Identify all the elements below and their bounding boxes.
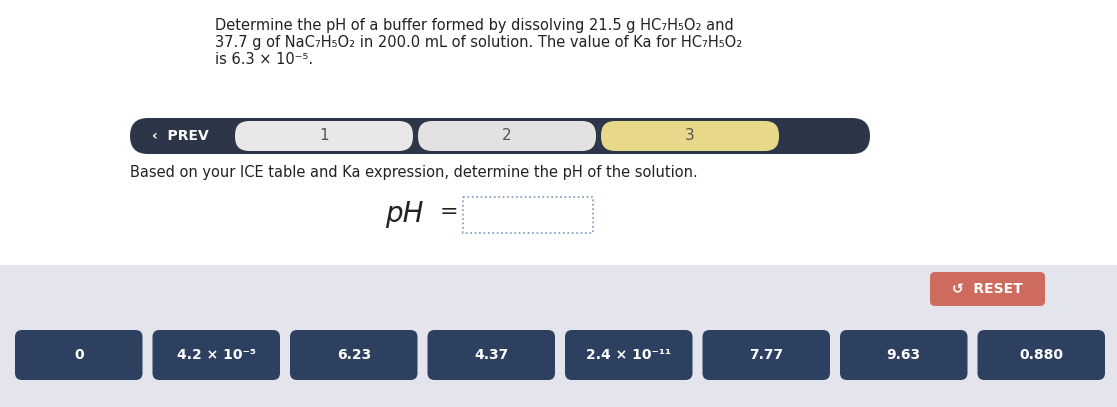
- Text: 2: 2: [503, 129, 512, 144]
- FancyBboxPatch shape: [930, 272, 1046, 306]
- Text: 7.77: 7.77: [750, 348, 783, 362]
- Text: 4.2 × 10⁻⁵: 4.2 × 10⁻⁵: [176, 348, 256, 362]
- Text: 0.880: 0.880: [1019, 348, 1063, 362]
- Text: is 6.3 × 10⁻⁵.: is 6.3 × 10⁻⁵.: [214, 52, 313, 67]
- Text: 0: 0: [74, 348, 84, 362]
- FancyBboxPatch shape: [290, 330, 418, 380]
- Text: 37.7 g of NaC₇H₅O₂ in 200.0 mL of solution. The value of Ka for HC₇H₅O₂: 37.7 g of NaC₇H₅O₂ in 200.0 mL of soluti…: [214, 35, 743, 50]
- FancyBboxPatch shape: [840, 330, 967, 380]
- Text: pH: pH: [385, 200, 423, 228]
- Text: Determine the pH of a buffer formed by dissolving 21.5 g HC₇H₅O₂ and: Determine the pH of a buffer formed by d…: [214, 18, 734, 33]
- Text: 1: 1: [319, 129, 328, 144]
- Text: 4.37: 4.37: [474, 348, 508, 362]
- FancyBboxPatch shape: [565, 330, 693, 380]
- FancyBboxPatch shape: [130, 118, 870, 154]
- FancyBboxPatch shape: [977, 330, 1105, 380]
- Text: =: =: [440, 202, 459, 222]
- FancyBboxPatch shape: [703, 330, 830, 380]
- FancyBboxPatch shape: [235, 121, 413, 151]
- Text: 6.23: 6.23: [336, 348, 371, 362]
- Bar: [0, 0, 1117, 265]
- Text: 3: 3: [685, 129, 695, 144]
- Text: Based on your ICE table and Ka expression, determine the pH of the solution.: Based on your ICE table and Ka expressio…: [130, 165, 698, 180]
- FancyBboxPatch shape: [464, 197, 593, 233]
- FancyBboxPatch shape: [418, 121, 596, 151]
- Text: 9.63: 9.63: [887, 348, 920, 362]
- Text: 2.4 × 10⁻¹¹: 2.4 × 10⁻¹¹: [586, 348, 671, 362]
- FancyBboxPatch shape: [15, 330, 143, 380]
- FancyBboxPatch shape: [153, 330, 280, 380]
- Text: ↺  RESET: ↺ RESET: [952, 282, 1023, 296]
- FancyBboxPatch shape: [428, 330, 555, 380]
- Text: ‹  PREV: ‹ PREV: [152, 129, 209, 143]
- FancyBboxPatch shape: [601, 121, 779, 151]
- Bar: [0, 265, 1117, 407]
